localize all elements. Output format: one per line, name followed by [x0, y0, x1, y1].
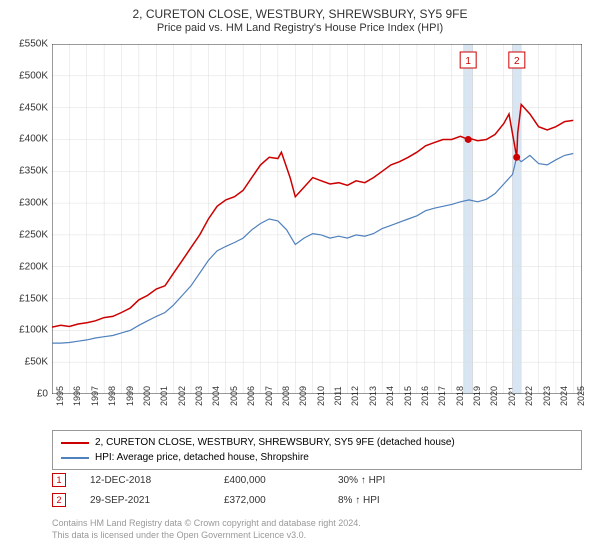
ytick-label: £50K — [6, 357, 48, 368]
legend-box: 2, CURETON CLOSE, WESTBURY, SHREWSBURY, … — [52, 430, 582, 470]
legend-item-blue: HPI: Average price, detached house, Shro… — [61, 450, 573, 465]
chart-container: 2, CURETON CLOSE, WESTBURY, SHREWSBURY, … — [0, 0, 600, 560]
sales-table: 1 12-DEC-2018 £400,000 30% ↑ HPI 2 29-SE… — [52, 470, 582, 510]
footer-attribution: Contains HM Land Registry data © Crown c… — [52, 518, 582, 541]
chart-subtitle: Price paid vs. HM Land Registry's House … — [0, 22, 600, 38]
ytick-label: £100K — [6, 325, 48, 336]
ytick-label: £400K — [6, 134, 48, 145]
footer-line1: Contains HM Land Registry data © Crown c… — [52, 518, 582, 530]
legend-swatch-red — [61, 442, 89, 444]
ytick-label: £450K — [6, 102, 48, 113]
sale-delta: 8% ↑ HPI — [338, 495, 380, 506]
ytick-label: £150K — [6, 293, 48, 304]
ytick-label: £0 — [6, 389, 48, 400]
footer-line2: This data is licensed under the Open Gov… — [52, 530, 582, 542]
sale-price: £372,000 — [224, 495, 314, 506]
marker-2-icon: 2 — [52, 493, 66, 507]
sale-price: £400,000 — [224, 475, 314, 486]
chart-title: 2, CURETON CLOSE, WESTBURY, SHREWSBURY, … — [0, 0, 600, 22]
ytick-label: £550K — [6, 39, 48, 50]
sales-row: 1 12-DEC-2018 £400,000 30% ↑ HPI — [52, 470, 582, 490]
legend-label-red: 2, CURETON CLOSE, WESTBURY, SHREWSBURY, … — [95, 435, 455, 450]
sale-date: 29-SEP-2021 — [90, 495, 200, 506]
sale-delta: 30% ↑ HPI — [338, 475, 385, 486]
sales-row: 2 29-SEP-2021 £372,000 8% ↑ HPI — [52, 490, 582, 510]
legend-item-red: 2, CURETON CLOSE, WESTBURY, SHREWSBURY, … — [61, 435, 573, 450]
ytick-label: £500K — [6, 70, 48, 81]
legend-swatch-blue — [61, 457, 89, 459]
svg-text:2: 2 — [514, 56, 520, 67]
ytick-label: £200K — [6, 261, 48, 272]
ytick-label: £300K — [6, 198, 48, 209]
plot-area: 12 — [52, 44, 582, 394]
ytick-label: £350K — [6, 166, 48, 177]
ytick-label: £250K — [6, 229, 48, 240]
marker-1-icon: 1 — [52, 473, 66, 487]
sale-date: 12-DEC-2018 — [90, 475, 200, 486]
svg-text:1: 1 — [465, 56, 471, 67]
legend-label-blue: HPI: Average price, detached house, Shro… — [95, 450, 309, 465]
